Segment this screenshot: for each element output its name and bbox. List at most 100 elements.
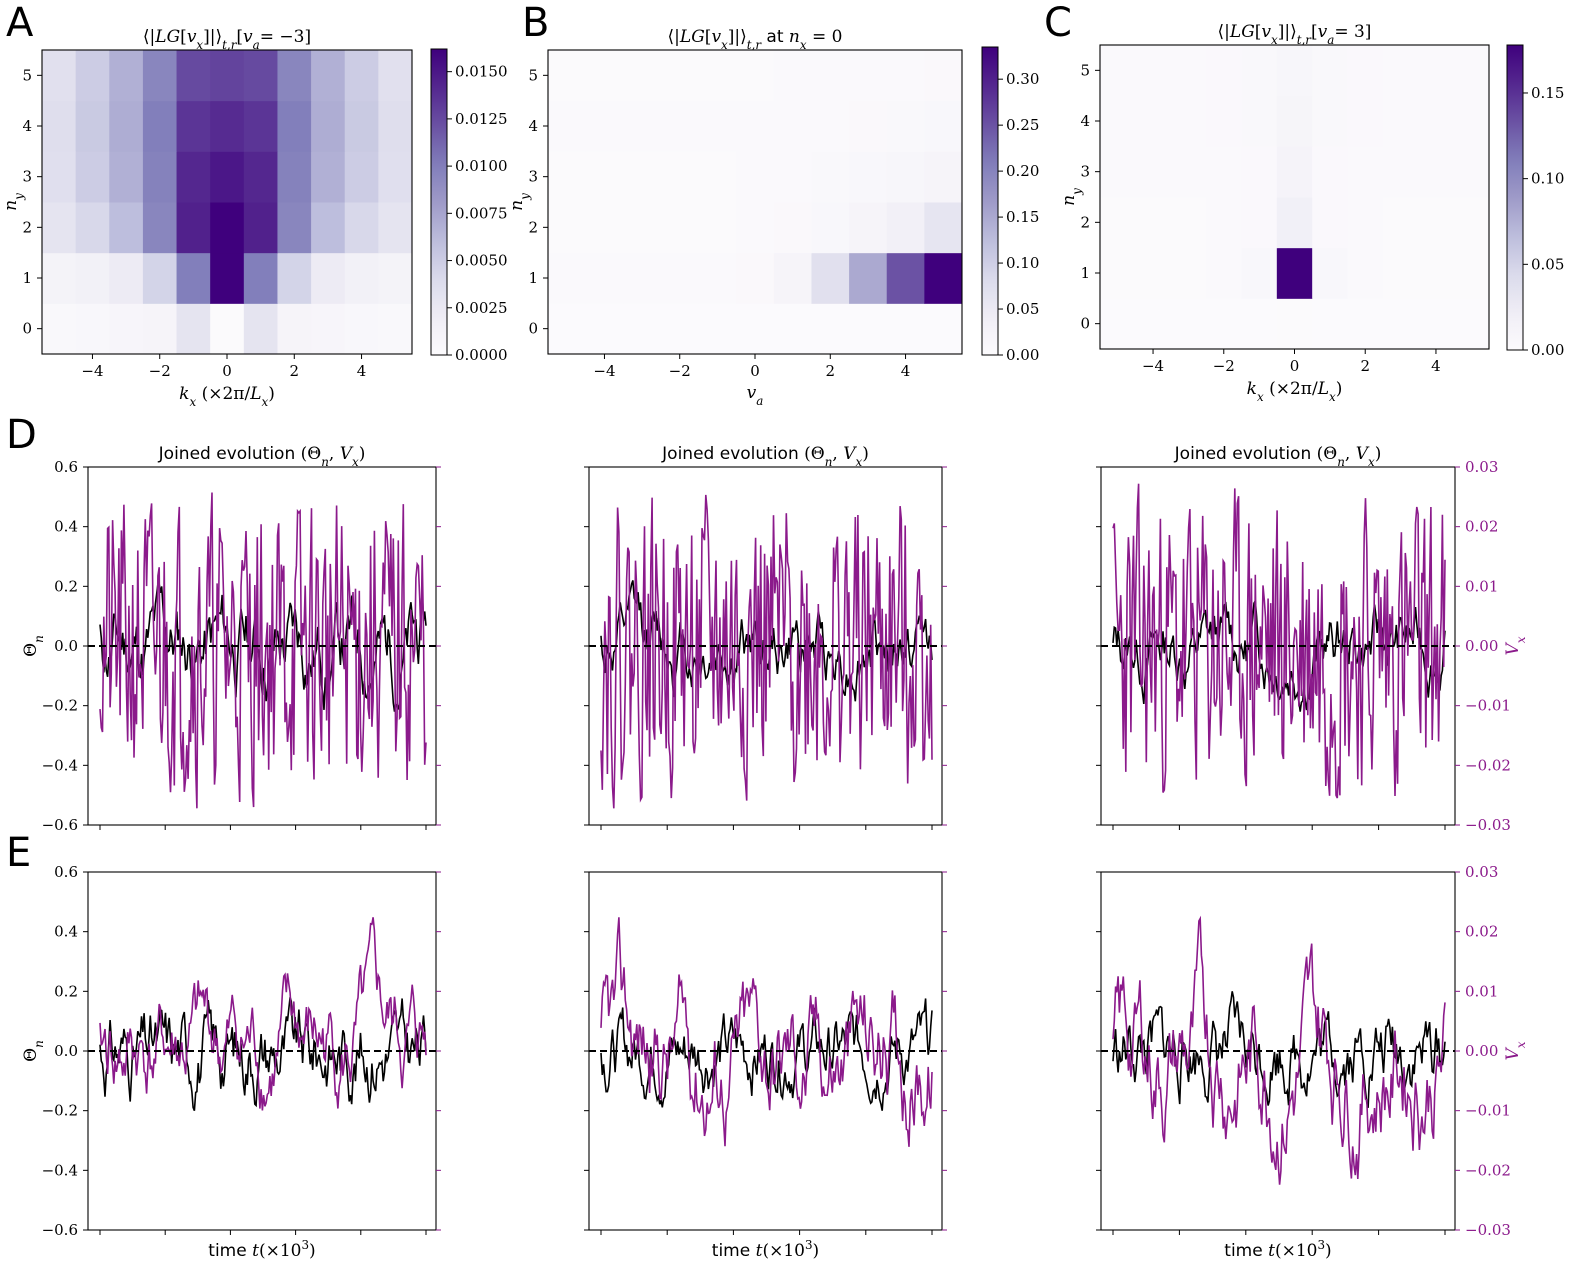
y-tick-label: 1 <box>22 269 32 287</box>
heatmap-cell <box>243 151 278 203</box>
heatmap-cell <box>1347 298 1384 350</box>
heatmap-cell <box>378 202 413 254</box>
heatmap-cell <box>811 100 850 152</box>
heatmap-cell <box>1100 146 1136 198</box>
heatmap-cell <box>924 151 963 203</box>
colorbar-tick-label: 0.00 <box>1531 341 1564 359</box>
x-tick-label: 2 <box>825 362 835 380</box>
heatmap-cell <box>1347 95 1384 147</box>
colorbar-tick-label: 0.15 <box>1531 84 1564 102</box>
heatmap-cell <box>142 100 178 152</box>
heatmap-cell <box>1276 95 1313 147</box>
x-tick-label: 0 <box>750 362 760 380</box>
heatmap-cell <box>1206 95 1242 147</box>
heatmap-cell <box>1418 95 1455 147</box>
right-y-tick-label: 0.03 <box>1465 458 1498 476</box>
heatmap-cell <box>736 100 775 152</box>
colorbar-tick-label: 0.10 <box>1006 254 1039 272</box>
y-tick-label: 5 <box>528 66 538 84</box>
heatmap-cell <box>344 100 379 152</box>
y-tick-label: 0 <box>1080 315 1090 333</box>
subplot-title: Joined evolution (Θn, Vx) <box>1174 444 1382 469</box>
heatmap-cell <box>277 303 312 355</box>
y-tick-label: 0.0 <box>54 637 78 655</box>
heatmap-cell <box>886 252 925 304</box>
heatmap-cell <box>660 151 700 203</box>
heatmap-cell <box>585 50 624 102</box>
right-y-tick-label: −0.01 <box>1465 697 1511 715</box>
line-row-d: 0.6 0.4 0.2 0.0 −0.2 −0.4 −0.6 Θn Joined evoluti… <box>21 444 1528 834</box>
heatmap-cell <box>210 100 245 152</box>
heatmap-cell <box>42 151 77 203</box>
heatmap-cell <box>623 100 662 152</box>
heatmap-cell <box>886 151 925 203</box>
heatmap-cell <box>1382 45 1419 97</box>
colorbar-tick-label: 0.25 <box>1006 116 1039 134</box>
heatmap-cell <box>1382 247 1419 299</box>
y-tick-label: 0 <box>22 320 32 338</box>
heatmap-cell <box>210 303 245 355</box>
heatmap-cell <box>109 151 144 203</box>
heatmap-cell <box>924 202 963 254</box>
heatmap-cell <box>311 303 346 355</box>
heatmap-cell <box>1418 146 1455 198</box>
heatmap-cell <box>623 202 662 254</box>
heatmap-cell <box>1241 45 1278 97</box>
colorbar <box>1506 44 1524 351</box>
heatmap-cell <box>1347 45 1384 97</box>
heatmap-cell <box>660 202 700 254</box>
y-tick-label: 5 <box>1080 61 1090 79</box>
heatmap-cell <box>1276 146 1313 198</box>
panel-label-a: A <box>6 0 34 46</box>
heatmap-cell <box>109 252 144 304</box>
x-tick-label: 2 <box>1360 357 1370 375</box>
heatmap-cell <box>176 100 211 152</box>
x-tick-label: 4 <box>1431 357 1441 375</box>
colorbar-tick-label: 0.0125 <box>455 110 508 128</box>
heatmap-cell <box>698 100 737 152</box>
heatmap-cell <box>1382 197 1419 249</box>
line-subplot: 0.6 0.4 0.2 0.0 −0.2 −0.4 −0.6 Θn time t(×103) <box>21 863 441 1261</box>
colorbar-tick-label: 0.0050 <box>455 252 508 270</box>
x-tick-label: 4 <box>901 362 911 380</box>
heatmap-cell <box>1135 247 1172 299</box>
y-tick-label: 3 <box>1080 163 1090 181</box>
heatmap-cell <box>924 50 963 102</box>
y-tick-label: −0.6 <box>42 1221 78 1239</box>
heatmap-cell <box>378 100 413 152</box>
heatmap-cell <box>311 100 346 152</box>
vx-series-line <box>1112 915 1446 1185</box>
heatmap-cell <box>623 151 662 203</box>
heatmap-cell <box>1206 45 1242 97</box>
x-tick-label: 0 <box>1290 357 1300 375</box>
heatmap-cell <box>698 50 737 102</box>
heatmap-cell <box>1312 146 1349 198</box>
heatmap-cell <box>1170 298 1207 350</box>
panel-label-e: E <box>6 830 31 876</box>
heatmap-cell <box>811 202 850 254</box>
colorbar-tick-label: 0.15 <box>1006 208 1039 226</box>
heatmap-cell <box>243 252 278 304</box>
x-axis-label: kx (×2π/Lx) <box>1247 379 1343 404</box>
heatmap-cell <box>1453 146 1490 198</box>
heatmap-cell <box>109 303 144 355</box>
y-tick-label: 0.4 <box>54 923 78 941</box>
colorbar <box>430 48 448 356</box>
heatmap-cell <box>1276 45 1313 97</box>
heatmap-cell <box>585 202 624 254</box>
heatmap-cell <box>176 202 211 254</box>
heatmap-cell <box>1100 298 1136 350</box>
heatmap-cell <box>344 202 379 254</box>
heatmap-cell <box>344 50 379 102</box>
heatmap-cell <box>736 50 775 102</box>
heatmap-cell <box>1312 197 1349 249</box>
heatmap-b: −4 −2 0 2 4 0 1 2 3 4 5 ⟨|LG[vx]|⟩t,r at nx = 0 ny va… <box>507 27 1039 408</box>
heatmap-cell <box>1276 197 1313 249</box>
heatmap-cell <box>277 50 312 102</box>
heatmap-cell <box>344 151 379 203</box>
heatmap-cell <box>849 100 888 152</box>
heatmap-cell <box>1135 197 1172 249</box>
heatmap-cell <box>773 50 812 102</box>
heatmap-cell <box>1382 146 1419 198</box>
y-tick-label: 0.2 <box>54 982 78 1000</box>
